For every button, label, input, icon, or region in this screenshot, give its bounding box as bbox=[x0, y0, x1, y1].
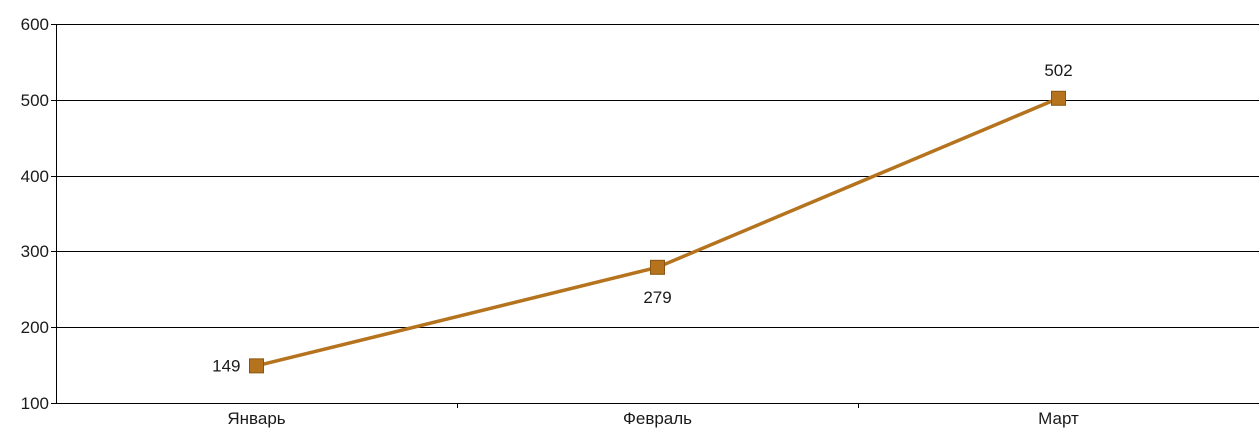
y-tick-label: 300 bbox=[21, 242, 49, 261]
data-point-marker bbox=[249, 358, 264, 374]
y-tick-label: 400 bbox=[21, 167, 49, 186]
y-tick-label: 600 bbox=[21, 15, 49, 34]
x-tick-label: Март bbox=[1038, 409, 1079, 428]
series-line bbox=[256, 96, 1060, 368]
data-label: 502 bbox=[1044, 61, 1072, 80]
data-labels: 149 279 502 bbox=[212, 61, 1073, 376]
y-tick-label: 200 bbox=[21, 318, 49, 337]
data-point-marker bbox=[1051, 90, 1066, 106]
y-axis-ticks: 100 200 300 400 500 600 bbox=[21, 15, 56, 413]
x-tick-label: Январь bbox=[227, 409, 285, 428]
series-group bbox=[249, 90, 1066, 374]
data-label: 149 bbox=[212, 356, 240, 375]
y-tick-label: 500 bbox=[21, 91, 49, 110]
x-tick-label: Февраль bbox=[623, 409, 692, 428]
axes bbox=[56, 24, 1259, 404]
gridlines bbox=[56, 24, 1259, 328]
x-axis-ticks: Январь Февраль Март bbox=[227, 403, 1079, 428]
data-label: 279 bbox=[643, 288, 671, 307]
data-point-marker bbox=[650, 259, 665, 275]
y-tick-label: 100 bbox=[21, 394, 49, 413]
